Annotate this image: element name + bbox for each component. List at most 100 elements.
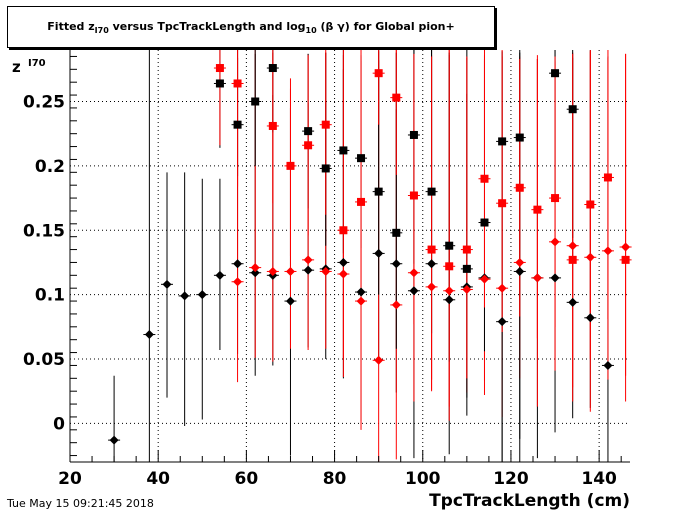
square-marker [462,245,471,254]
square-marker [445,241,454,250]
square-marker [498,137,507,146]
diamond-marker [250,268,260,278]
y-tick-label: 0.15 [23,221,65,241]
square-marker [603,173,612,182]
square-marker [445,262,454,271]
square-marker [304,141,313,150]
x-tick-label: 140 [581,469,617,489]
diamond-marker [462,284,472,294]
diamond-marker [144,330,154,340]
square-marker [339,226,348,235]
diamond-marker [479,274,489,284]
diamond-marker [374,355,384,365]
diamond-marker [550,237,560,247]
square-marker [515,183,524,192]
diamond-marker [250,263,260,273]
square-marker [551,69,560,78]
square-marker [427,187,436,196]
square-marker [357,154,366,163]
square-marker [251,97,260,106]
diamond-marker [515,266,525,276]
chart-title-box: Fitted zI70 versus TpcTrackLength and lo… [7,6,495,48]
square-marker [233,79,242,88]
diamond-marker [285,266,295,276]
chart-title: Fitted zI70 versus TpcTrackLength and lo… [47,20,455,36]
diamond-marker [338,257,348,267]
diamond-marker [532,273,542,283]
y-tick-label: 0.1 [35,286,65,306]
diamond-marker [162,279,172,289]
grid-lines [70,50,630,462]
square-marker [374,69,383,78]
square-marker [339,146,348,155]
diamond-marker [109,435,119,445]
diamond-marker [427,259,437,269]
diamond-marker [356,287,366,297]
diamond-marker [409,286,419,296]
diamond-marker [568,297,578,307]
diamond-marker [303,265,313,275]
diamond-marker [568,241,578,251]
diamond-marker [550,273,560,283]
square-marker [374,187,383,196]
x-axis-label: TpcTrackLength (cm) [429,491,630,511]
diamond-marker [268,266,278,276]
square-marker [215,79,224,88]
diamond-marker [374,248,384,258]
square-marker [233,120,242,129]
diamond-marker [444,295,454,305]
square-marker [515,133,524,142]
diamond-marker [180,291,190,301]
square-marker [568,255,577,264]
x-tick-label: 120 [493,469,529,489]
x-tick-label: 80 [323,469,347,489]
diamond-marker [585,252,595,262]
x-tick-label: 60 [235,469,259,489]
axes [69,50,630,463]
square-marker [392,228,401,237]
timestamp: Tue May 15 09:21:45 2018 [7,497,154,510]
diamond-marker [391,259,401,269]
square-marker [286,161,295,170]
square-marker [568,105,577,114]
square-marker [357,197,366,206]
y-tick-label: 0.25 [23,93,65,113]
tick-labels: 20 40 60 80 100 120 140 0 0.05 0.1 0.15 0.2 0.25 [23,93,617,490]
square-marker [321,120,330,129]
square-marker [498,199,507,208]
square-marker [304,127,313,136]
diamond-marker [409,268,419,278]
diamond-marker [338,269,348,279]
square-marker [392,93,401,102]
square-marker [321,164,330,173]
square-marker [480,218,489,227]
diamond-marker [621,242,631,252]
y-axis-label-subscript: I70 [28,58,46,69]
square-marker [268,121,277,130]
square-marker [427,245,436,254]
diamond-marker [197,290,207,300]
diamond-marker [233,277,243,287]
diamond-marker [427,282,437,292]
square-marker [268,64,277,73]
diamond-marker [215,270,225,280]
diamond-marker [585,313,595,323]
x-tick-label: 100 [405,469,441,489]
diamond-marker [515,257,525,267]
diamond-marker [356,296,366,306]
square-marker [533,205,542,214]
diamond-marker [603,246,613,256]
x-tick-label: 40 [146,469,170,489]
diamond-marker [497,283,507,293]
diamond-marker [321,266,331,276]
data-markers [109,64,631,445]
diamond-marker [233,259,243,269]
square-marker [621,255,630,264]
square-marker [409,130,418,139]
square-marker [409,191,418,200]
y-tick-label: 0 [53,414,65,434]
square-marker [586,200,595,209]
y-tick-label: 0.05 [23,350,65,370]
diamond-marker [303,255,313,265]
square-marker [462,264,471,273]
